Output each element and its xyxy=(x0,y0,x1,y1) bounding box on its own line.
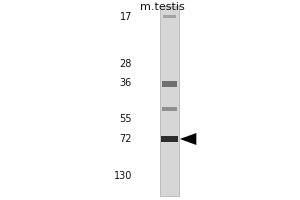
Bar xyxy=(162,81,177,87)
Text: m.testis: m.testis xyxy=(140,2,184,12)
Polygon shape xyxy=(180,133,196,145)
Text: 130: 130 xyxy=(114,171,132,181)
Text: 72: 72 xyxy=(119,134,132,144)
Bar xyxy=(163,15,176,18)
Text: 36: 36 xyxy=(120,78,132,88)
Text: 17: 17 xyxy=(120,12,132,22)
Text: 28: 28 xyxy=(120,59,132,69)
Bar xyxy=(162,107,177,111)
Bar xyxy=(161,136,178,142)
Text: 55: 55 xyxy=(119,114,132,124)
Bar xyxy=(160,6,179,196)
